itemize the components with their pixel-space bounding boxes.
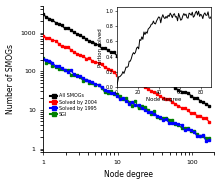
Y-axis label: Number of SMOGs: Number of SMOGs [6, 44, 15, 114]
X-axis label: Node degree: Node degree [104, 170, 153, 179]
Legend: All SMOGs, Solved by 2004, Solved by 1995, SGI: All SMOGs, Solved by 2004, Solved by 199… [49, 92, 98, 118]
Y-axis label: Portion solved: Portion solved [98, 28, 103, 67]
X-axis label: Node degree: Node degree [146, 97, 182, 102]
